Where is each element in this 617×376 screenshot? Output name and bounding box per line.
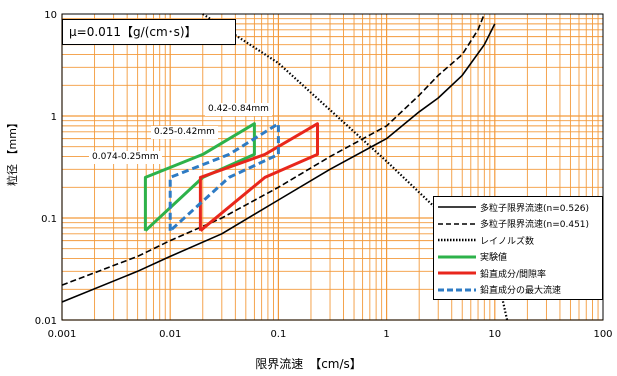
legend-label: 実験値 <box>480 253 508 264</box>
plot-border <box>61 13 604 321</box>
series-line-2 <box>202 13 509 321</box>
legend-item: 実験値 <box>438 249 598 266</box>
x-tick-label: 0.001 <box>48 329 77 340</box>
y-tick-label: 0.1 <box>41 214 57 225</box>
legend-label: 多粒子限界流速(n=0.451) <box>480 220 590 231</box>
legend-item: 鉛直成分の最大流速 <box>438 282 598 299</box>
series-line-0 <box>61 23 496 303</box>
legend-label: レイノルズ数 <box>480 236 535 247</box>
y-tick-label: 10 <box>44 10 57 21</box>
range-label-0.074-0.25: 0.074-0.25mm <box>89 151 162 164</box>
series-line-1 <box>61 13 486 286</box>
x-tick-label: 0.1 <box>270 329 286 340</box>
x-tick-label: 1 <box>383 329 389 340</box>
x-tick-label: 100 <box>593 329 612 340</box>
y-tick-label: 1 <box>51 112 57 123</box>
legend: 多粒子限界流速(n=0.526) 多粒子限界流速(n=0.451) レイノルズ数… <box>433 196 603 300</box>
x-axis-label: 限界流速 【cm/s】 <box>255 357 362 371</box>
range-label-0.25-0.42: 0.25-0.42mm <box>151 126 218 139</box>
legend-item: レイノルズ数 <box>438 232 598 249</box>
range-label-0.42-0.84: 0.42-0.84mm <box>205 103 272 116</box>
x-tick-label: 10 <box>488 329 501 340</box>
legend-item: 鉛直成分/間隙率 <box>438 265 598 282</box>
legend-label: 鉛直成分/間隙率 <box>480 269 547 280</box>
series-line-4 <box>198 122 319 232</box>
legend-label: 多粒子限界流速(n=0.526) <box>480 203 590 214</box>
y-axis-label: 粒径 【mm】 <box>6 117 19 186</box>
viscosity-label: μ=0.011【g/(cm･s)】 <box>62 19 236 45</box>
legend-item: 多粒子限界流速(n=0.526) <box>438 199 598 216</box>
y-tick-label: 0.01 <box>35 316 57 327</box>
series-line-5 <box>168 122 280 232</box>
x-tick-label: 0.01 <box>159 329 181 340</box>
legend-label: 鉛直成分の最大流速 <box>480 286 562 297</box>
legend-item: 多粒子限界流速(n=0.451) <box>438 216 598 233</box>
